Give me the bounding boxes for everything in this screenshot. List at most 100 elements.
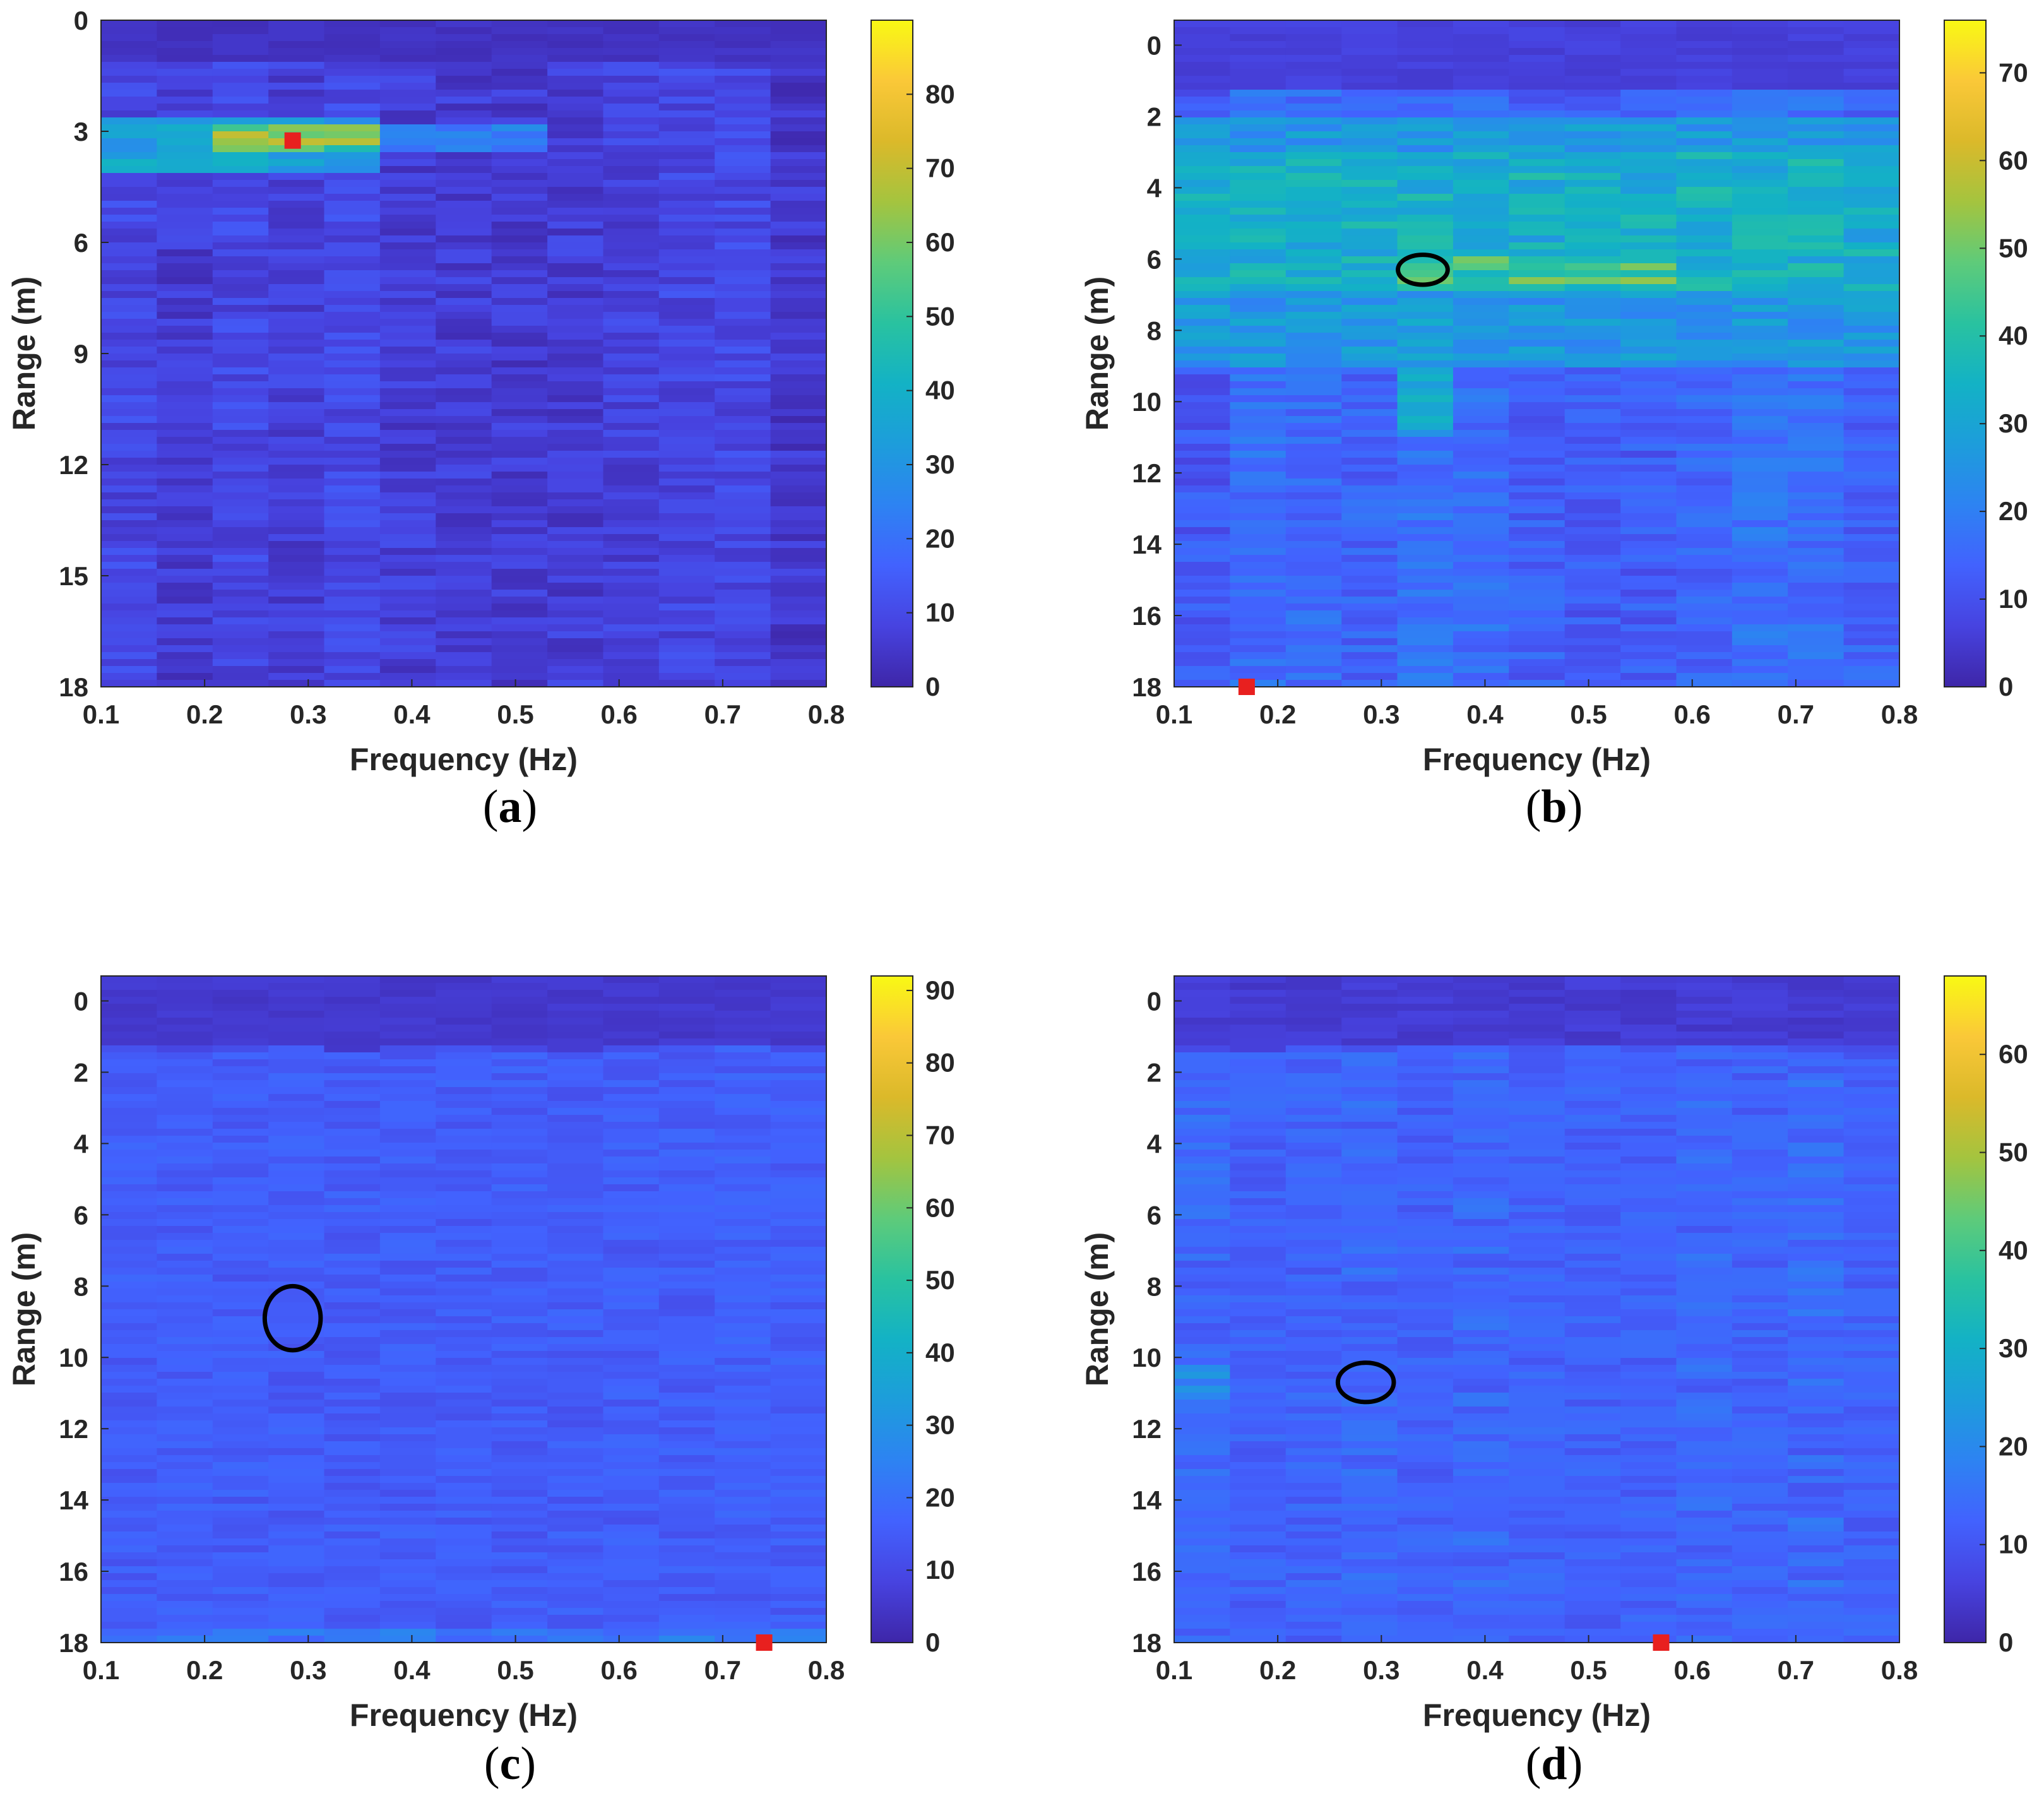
heatmap-cell (1564, 1004, 1621, 1011)
heatmap-cell (379, 97, 436, 104)
heatmap-cell (1509, 1157, 1566, 1164)
heatmap-cell (379, 1295, 436, 1303)
heatmap-cell (658, 215, 715, 222)
heatmap-cell (268, 624, 325, 632)
heatmap-cell (1509, 326, 1566, 333)
heatmap-cell (770, 1351, 827, 1359)
heatmap-cell (603, 1198, 660, 1206)
heatmap-cell (547, 340, 604, 347)
heatmap-cell (770, 305, 827, 312)
heatmap-cell (1732, 270, 1788, 278)
heatmap-cell (1397, 97, 1454, 104)
heatmap-cell (547, 1629, 604, 1636)
heatmap-cell (1732, 1080, 1788, 1088)
heatmap-cell (1397, 1247, 1454, 1254)
heatmap-cell (268, 506, 325, 514)
heatmap-cell (770, 527, 827, 535)
heatmap-cell (491, 1365, 548, 1372)
heatmap-cell (436, 444, 492, 451)
heatmap-cell (547, 976, 604, 984)
heatmap-cell (268, 1254, 325, 1261)
heatmap-cell (1843, 673, 1900, 681)
heatmap-cell (1230, 1538, 1286, 1546)
heatmap-cell (603, 1129, 660, 1136)
heatmap-cell (1564, 1247, 1621, 1254)
heatmap-cell (1453, 472, 1509, 479)
heatmap-cell (379, 631, 436, 639)
heatmap-cell (379, 1316, 436, 1324)
heatmap-cell (1620, 590, 1677, 597)
heatmap-cell (1564, 242, 1621, 250)
heatmap-cell (212, 1163, 269, 1171)
heatmap-cell (1341, 1073, 1398, 1081)
heatmap-cell (1564, 367, 1621, 375)
heatmap-cell (715, 97, 771, 104)
heatmap-cell (1509, 548, 1566, 556)
heatmap-cell (1397, 360, 1454, 368)
heatmap-cell (268, 20, 325, 28)
heatmap-cell (324, 451, 381, 458)
heatmap-cell (1732, 1032, 1788, 1039)
heatmap-cell (1676, 222, 1733, 229)
heatmap-cell (379, 270, 436, 278)
heatmap-cell (1230, 83, 1286, 90)
heatmap-cell (1230, 235, 1286, 243)
heatmap-cell (770, 1080, 827, 1088)
heatmap-cell (658, 48, 715, 56)
heatmap-cell (436, 97, 492, 104)
heatmap-cell (1509, 1261, 1566, 1268)
heatmap-cell (491, 1372, 548, 1379)
heatmap-cell (491, 1136, 548, 1143)
heatmap-cell (1453, 367, 1509, 375)
heatmap-cell (157, 1254, 213, 1261)
heatmap-cell (1341, 1205, 1398, 1213)
heatmap-cell (1174, 1302, 1230, 1310)
heatmap-cell (547, 1288, 604, 1296)
heatmap-cell (1453, 444, 1509, 451)
heatmap-cell (1732, 1365, 1788, 1372)
heatmap-cell (1285, 41, 1342, 49)
heatmap-cell (1230, 229, 1286, 236)
heatmap-cell (157, 1032, 213, 1039)
heatmap-cell (1732, 541, 1788, 549)
heatmap-cell (324, 1219, 381, 1227)
heatmap-cell (379, 423, 436, 431)
heatmap-cell (1676, 520, 1733, 528)
heatmap-cell (324, 1163, 381, 1171)
heatmap-cell (212, 34, 269, 42)
heatmap-cell (436, 492, 492, 500)
heatmap-cell (324, 1177, 381, 1185)
heatmap-cell (715, 34, 771, 42)
heatmap-cell (268, 1386, 325, 1393)
heatmap-cell (1509, 347, 1566, 354)
heatmap-cell (436, 430, 492, 437)
heatmap-cell (1788, 673, 1845, 681)
heatmap-cell (1453, 291, 1509, 299)
heatmap-cell (1676, 347, 1733, 354)
heatmap-cell (212, 229, 269, 236)
heatmap-cell (1174, 1004, 1230, 1011)
heatmap-cell (603, 1407, 660, 1414)
heatmap-cell (1509, 1240, 1566, 1247)
heatmap-cell (1509, 513, 1566, 521)
heatmap-cell (268, 83, 325, 90)
heatmap-cell (157, 472, 213, 479)
heatmap-cell (547, 499, 604, 507)
heatmap-cell (658, 576, 715, 583)
heatmap-cell (1341, 1559, 1398, 1567)
heatmap-cell (1397, 354, 1454, 361)
heatmap-cell (436, 1275, 492, 1282)
heatmap-cell (658, 34, 715, 42)
heatmap-cell (1397, 173, 1454, 181)
heatmap-cell (436, 506, 492, 514)
heatmap-cell (547, 1476, 604, 1484)
heatmap-cell (436, 1622, 492, 1629)
heatmap-cell (1174, 263, 1230, 271)
heatmap-cell (268, 659, 325, 667)
heatmap-cell (436, 1358, 492, 1365)
heatmap-cell (324, 548, 381, 556)
heatmap-cell (436, 381, 492, 389)
heatmap-cell (1509, 659, 1566, 667)
heatmap-cell (770, 1282, 827, 1289)
heatmap-cell (1509, 1400, 1566, 1407)
